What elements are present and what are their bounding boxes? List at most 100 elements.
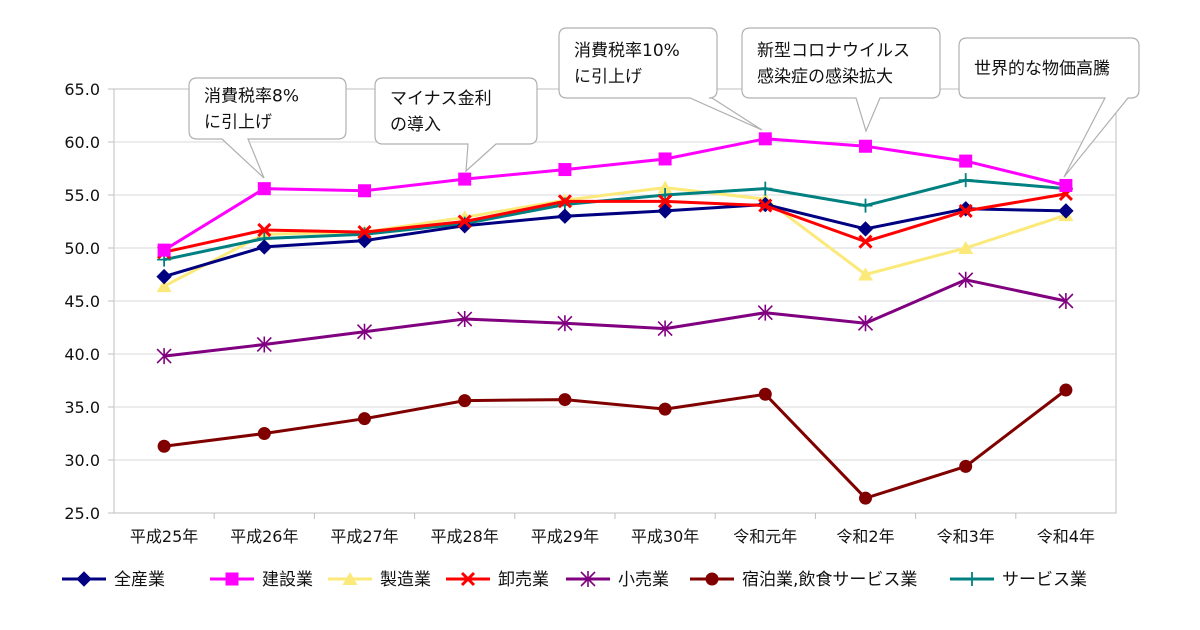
data-point xyxy=(858,234,873,249)
data-point xyxy=(958,271,974,288)
y-tick-label: 25.0 xyxy=(64,504,100,523)
data-point xyxy=(1058,293,1074,309)
data-point xyxy=(157,243,171,257)
data-point xyxy=(658,152,672,166)
series-line xyxy=(163,278,1067,358)
data-point xyxy=(859,491,872,505)
x-tick-label: 令和2年 xyxy=(836,527,894,546)
data-point xyxy=(357,225,372,240)
callout-text-line: マイナス金利 xyxy=(390,89,492,109)
data-point xyxy=(857,221,874,237)
data-point xyxy=(958,203,973,218)
y-tick-label: 45.0 xyxy=(64,292,100,311)
data-point xyxy=(858,198,873,213)
data-point xyxy=(758,387,772,401)
callout-bubble xyxy=(188,77,347,179)
data-point xyxy=(958,241,974,254)
legend: 全産業 建設業 製造業 卸売業 小売業 宿泊業,飲食サービス業 サービス業 xyxy=(62,570,1087,590)
data-point xyxy=(257,222,272,238)
x-axis-ticks: 平成25年 平成26年 平成27年 平成28年 平成29年 平成30年 令和元年 令和2年 令和… xyxy=(130,513,1095,546)
x-tick-label: 平成26年 xyxy=(230,527,298,546)
legend-swatch-marker xyxy=(76,571,92,587)
data-point xyxy=(356,323,373,340)
callout-text-line: 新型コロナウイルス xyxy=(757,41,910,61)
y-tick-label: 55.0 xyxy=(64,186,100,205)
callout-text-line: 消費税率8% xyxy=(204,87,299,107)
data-point xyxy=(558,163,572,177)
data-point xyxy=(658,194,673,209)
data-point xyxy=(959,459,973,473)
data-point xyxy=(257,182,271,196)
legend-swatch-marker xyxy=(705,572,719,586)
series-line xyxy=(163,186,1067,288)
data-point xyxy=(458,394,472,408)
legend-label: 宿泊業,飲食サービス業 xyxy=(742,570,917,590)
legend-item-3: 卸売業 xyxy=(446,570,549,590)
series-line xyxy=(163,137,1067,252)
data-point xyxy=(157,439,171,453)
data-point xyxy=(859,139,872,153)
legend-item-4: 小売業 xyxy=(566,570,669,590)
legend-label: 製造業 xyxy=(380,570,431,590)
legend-swatch-marker xyxy=(460,571,476,587)
y-tick-label: 35.0 xyxy=(64,398,100,417)
data-point xyxy=(657,180,673,194)
y-axis-ticks: 25.0 30.0 35.0 40.0 45.0 50.0 55.0 60.0 65.0 xyxy=(64,80,114,523)
data-point xyxy=(758,132,772,146)
data-point xyxy=(858,267,873,281)
series-line xyxy=(163,203,1066,279)
x-tick-label: 令和3年 xyxy=(937,527,995,546)
series-line xyxy=(163,192,1067,254)
series-line xyxy=(163,388,1067,500)
data-point xyxy=(959,154,973,168)
callout-bubble xyxy=(741,27,941,133)
data-point xyxy=(657,203,673,219)
data-point xyxy=(658,402,672,416)
data-point xyxy=(758,198,773,213)
data-point xyxy=(358,184,371,198)
x-tick-label: 平成27年 xyxy=(330,527,398,546)
data-point xyxy=(557,315,573,332)
data-point xyxy=(1059,383,1073,397)
callout-4: 世界的な物価高騰 xyxy=(958,37,1140,178)
data-point xyxy=(457,214,472,229)
legend-item-2: 製造業 xyxy=(328,570,431,590)
callout-text-line: の導入 xyxy=(390,115,441,135)
data-point xyxy=(857,315,874,332)
data-point xyxy=(757,304,773,321)
y-tick-label: 40.0 xyxy=(64,345,100,364)
data-point xyxy=(657,320,673,337)
callout-text-line: 消費税率10% xyxy=(574,41,680,61)
y-tick-label: 30.0 xyxy=(64,451,100,470)
callout-2: 消費税率10% に引上げ xyxy=(558,27,763,131)
legend-label: 小売業 xyxy=(618,570,669,590)
legend-label: サービス業 xyxy=(1002,570,1087,590)
data-point xyxy=(156,279,172,293)
legend-item-0: 全産業 xyxy=(62,570,165,590)
series-3 xyxy=(157,186,1073,260)
x-tick-label: 平成28年 xyxy=(431,527,499,546)
data-point xyxy=(1058,203,1074,219)
series-5 xyxy=(157,383,1073,505)
x-tick-label: 令和4年 xyxy=(1037,527,1095,546)
legend-label: 卸売業 xyxy=(498,570,549,590)
legend-swatch-marker xyxy=(225,572,239,586)
data-point xyxy=(557,194,572,209)
data-point xyxy=(758,181,773,196)
legend-swatch-marker xyxy=(580,571,596,587)
data-point xyxy=(457,311,473,328)
data-point xyxy=(558,393,572,407)
callout-0: 消費税率8% に引上げ xyxy=(188,77,347,179)
series-1 xyxy=(157,132,1073,257)
legend-item-5: 宿泊業,飲食サービス業 xyxy=(690,570,917,590)
series-4 xyxy=(156,271,1074,365)
legend-item-6: サービス業 xyxy=(950,570,1087,590)
data-point xyxy=(458,172,472,186)
y-tick-label: 65.0 xyxy=(64,80,100,99)
y-tick-label: 50.0 xyxy=(64,239,100,258)
x-tick-label: 平成30年 xyxy=(631,527,699,546)
data-point xyxy=(156,268,172,285)
